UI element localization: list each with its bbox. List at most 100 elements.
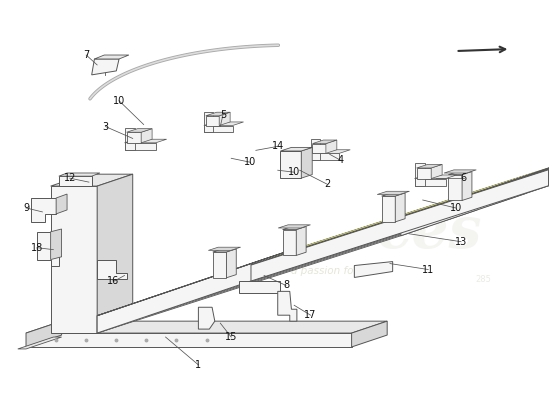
Polygon shape: [126, 132, 141, 143]
Polygon shape: [395, 193, 405, 222]
Text: 15: 15: [225, 332, 238, 342]
Polygon shape: [97, 174, 133, 333]
Polygon shape: [444, 170, 476, 173]
Polygon shape: [278, 225, 311, 228]
Text: 11: 11: [422, 264, 435, 274]
Polygon shape: [126, 129, 152, 132]
Polygon shape: [245, 159, 550, 266]
Polygon shape: [251, 161, 550, 265]
Polygon shape: [59, 176, 92, 186]
Polygon shape: [59, 173, 100, 176]
Text: 9: 9: [23, 203, 29, 213]
Text: 1: 1: [195, 360, 201, 370]
Text: 8: 8: [283, 280, 289, 290]
Text: 10: 10: [113, 96, 125, 106]
Polygon shape: [268, 165, 550, 258]
Polygon shape: [141, 129, 152, 143]
Polygon shape: [206, 112, 230, 116]
Polygon shape: [219, 182, 509, 275]
Polygon shape: [401, 160, 550, 236]
Polygon shape: [382, 193, 405, 196]
Text: 12: 12: [64, 173, 76, 183]
Text: 285: 285: [475, 275, 491, 284]
Polygon shape: [312, 144, 326, 153]
Polygon shape: [95, 55, 129, 59]
Polygon shape: [415, 178, 446, 186]
Polygon shape: [97, 209, 428, 316]
Text: a passion for cars: a passion for cars: [292, 266, 383, 276]
Polygon shape: [196, 185, 499, 300]
Polygon shape: [448, 172, 472, 175]
Text: 3: 3: [102, 122, 108, 132]
Polygon shape: [208, 247, 241, 250]
Text: 10: 10: [288, 167, 300, 177]
Polygon shape: [37, 232, 59, 266]
Polygon shape: [415, 164, 425, 186]
Polygon shape: [351, 321, 387, 347]
Polygon shape: [204, 126, 233, 132]
Polygon shape: [213, 252, 227, 278]
Polygon shape: [97, 251, 289, 316]
Polygon shape: [448, 175, 462, 200]
Polygon shape: [26, 321, 387, 333]
Polygon shape: [280, 148, 312, 151]
Polygon shape: [51, 229, 62, 260]
Polygon shape: [311, 150, 350, 153]
Text: 7: 7: [83, 50, 89, 60]
Polygon shape: [382, 196, 395, 222]
Polygon shape: [97, 257, 270, 333]
Polygon shape: [311, 140, 320, 160]
Polygon shape: [124, 139, 167, 143]
Text: 5: 5: [220, 110, 226, 120]
Polygon shape: [219, 112, 230, 126]
Polygon shape: [251, 170, 548, 281]
Polygon shape: [377, 191, 410, 194]
Polygon shape: [206, 116, 219, 126]
Polygon shape: [548, 159, 550, 186]
Polygon shape: [97, 218, 401, 333]
Polygon shape: [450, 192, 477, 219]
Polygon shape: [26, 321, 62, 347]
Polygon shape: [124, 128, 135, 150]
Polygon shape: [92, 59, 119, 75]
Polygon shape: [51, 174, 133, 186]
Polygon shape: [170, 198, 460, 292]
Polygon shape: [31, 198, 56, 222]
Polygon shape: [462, 172, 472, 200]
Polygon shape: [416, 168, 431, 178]
Polygon shape: [213, 249, 236, 252]
Text: 16: 16: [107, 276, 120, 286]
Polygon shape: [301, 148, 312, 178]
Polygon shape: [326, 140, 337, 153]
Polygon shape: [18, 337, 62, 349]
Polygon shape: [245, 168, 548, 283]
Polygon shape: [312, 140, 337, 144]
Polygon shape: [548, 161, 550, 186]
Polygon shape: [416, 164, 442, 168]
Polygon shape: [146, 202, 450, 316]
Text: 6: 6: [461, 173, 467, 183]
Polygon shape: [499, 176, 526, 202]
Polygon shape: [97, 260, 127, 280]
Text: 10: 10: [449, 203, 461, 213]
Polygon shape: [431, 164, 442, 178]
Polygon shape: [283, 226, 306, 230]
Polygon shape: [278, 291, 297, 321]
Text: 13: 13: [455, 237, 467, 247]
Text: 2: 2: [324, 179, 330, 189]
Polygon shape: [401, 153, 550, 218]
Text: 17: 17: [304, 310, 317, 320]
Polygon shape: [283, 230, 296, 256]
Polygon shape: [239, 282, 280, 293]
Polygon shape: [296, 226, 306, 256]
Polygon shape: [280, 151, 301, 178]
Polygon shape: [120, 215, 411, 308]
Polygon shape: [26, 333, 351, 347]
Polygon shape: [56, 194, 67, 214]
Polygon shape: [415, 175, 456, 178]
Polygon shape: [204, 122, 244, 126]
Text: 18: 18: [31, 243, 43, 253]
Polygon shape: [51, 186, 97, 333]
Polygon shape: [199, 307, 215, 329]
Text: ces: ces: [376, 204, 482, 260]
